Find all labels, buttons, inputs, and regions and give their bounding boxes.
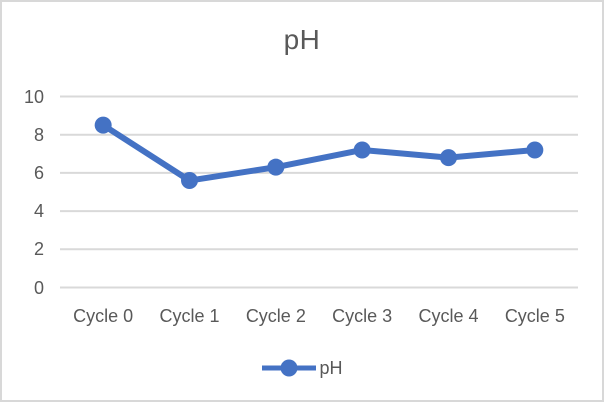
y-tick-label: 0 <box>33 277 44 298</box>
x-tick-label: Cycle 2 <box>245 306 306 326</box>
x-tick-label: Cycle 1 <box>159 306 220 326</box>
y-tick-label: 6 <box>33 162 44 183</box>
x-tick-label: Cycle 0 <box>73 306 134 326</box>
legend-line-marker-icon <box>262 359 317 377</box>
legend: pH <box>2 356 602 380</box>
y-tick-label: 2 <box>33 239 44 260</box>
x-tick-label: Cycle 3 <box>332 306 393 326</box>
x-tick-label: Cycle 4 <box>418 306 479 326</box>
y-tick-label: 8 <box>33 124 44 145</box>
legend-label: pH <box>319 357 343 378</box>
y-tick-label: 10 <box>23 86 44 107</box>
y-tick-label: 4 <box>33 201 44 222</box>
x-tick-label: Cycle 5 <box>504 306 565 326</box>
chart-title: pH <box>283 24 321 55</box>
